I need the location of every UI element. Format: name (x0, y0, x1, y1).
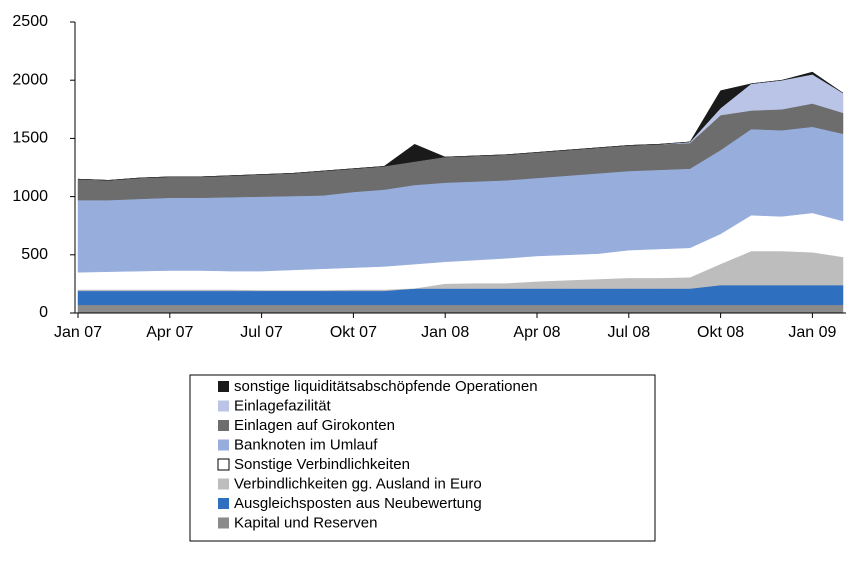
legend-label: sonstige liquiditätsabschöpfende Operati… (234, 378, 538, 395)
x-tick-label: Jul 08 (607, 324, 650, 341)
legend-label: Banknoten im Umlauf (234, 436, 378, 453)
y-tick-label: 500 (21, 246, 48, 263)
x-tick-label: Jan 07 (54, 324, 102, 341)
area (77, 251, 844, 292)
legend-swatch (218, 439, 229, 451)
legend-swatch (218, 400, 229, 412)
legend-swatch (218, 381, 229, 392)
legend-label: Kapital und Reserven (234, 514, 377, 531)
y-tick-label: 2500 (12, 13, 48, 30)
legend-label: Verbindlichkeiten gg. Ausland in Euro (234, 475, 482, 492)
area (77, 71, 844, 181)
legend-label: Einlagen auf Girokonten (234, 417, 395, 434)
x-tick-label: Okt 08 (697, 324, 744, 341)
y-tick-label: 2000 (12, 71, 48, 88)
y-tick-label: 1500 (12, 130, 48, 147)
x-tick-label: Apr 08 (513, 324, 560, 341)
y-tick-label: 1000 (12, 188, 48, 205)
y-tick-label: 0 (39, 304, 48, 321)
legend-box (189, 374, 656, 542)
legend-swatch (218, 498, 229, 509)
legend-label: Sonstige Verbindlichkeiten (234, 456, 410, 473)
legend-swatch (218, 517, 229, 529)
x-tick-label: Jul 07 (240, 324, 283, 341)
area (77, 304, 844, 314)
legend-swatch (218, 420, 229, 431)
legend-swatch (218, 478, 229, 490)
x-tick-label: Apr 07 (146, 324, 193, 341)
legend: sonstige liquiditätsabschöpfende Operati… (189, 374, 656, 542)
legend-swatch (217, 458, 230, 471)
x-tick-label: Jan 08 (421, 324, 469, 341)
x-tick-label: Okt 07 (330, 324, 377, 341)
legend-label: Ausgleichsposten aus Neubewertung (234, 495, 482, 512)
x-tick-label: Jan 09 (788, 324, 836, 341)
legend-label: Einlagefazilität (234, 397, 332, 414)
